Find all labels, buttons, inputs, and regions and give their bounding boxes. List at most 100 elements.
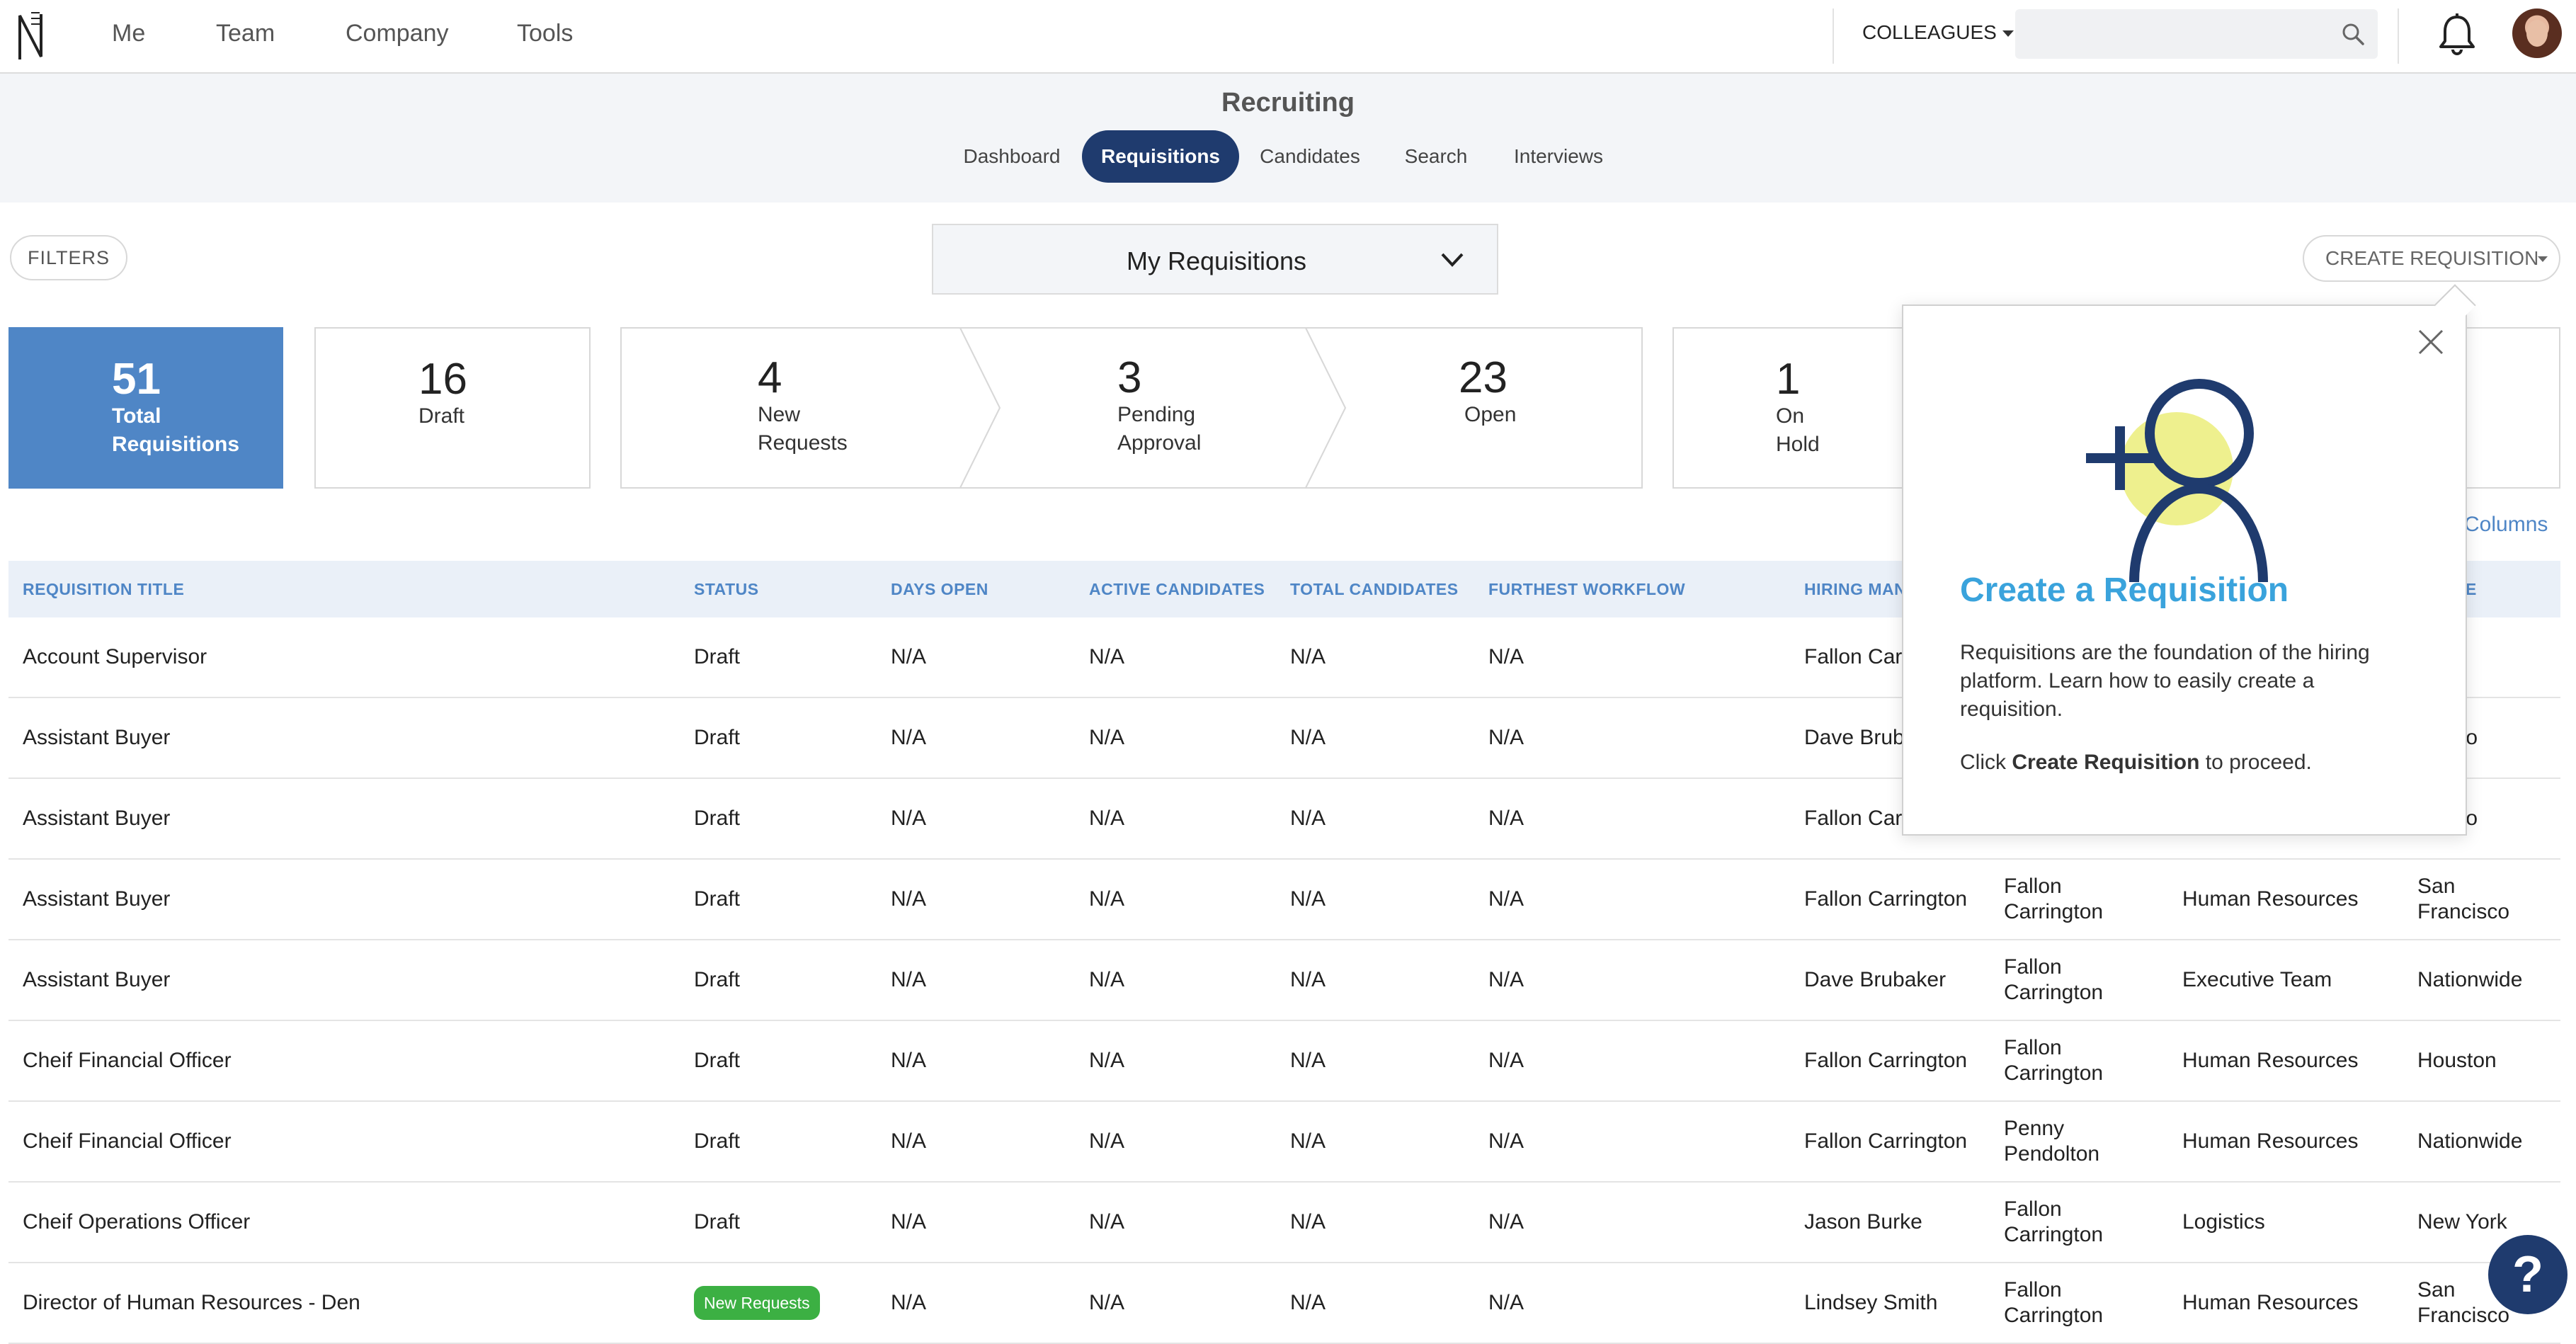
add-user-icon bbox=[2086, 379, 2268, 582]
summary-card-new-requests[interactable]: 4 New Requests bbox=[620, 327, 960, 489]
cell-title[interactable]: Director of Human Resources - Den bbox=[23, 1291, 360, 1314]
cell-location: Nationwide bbox=[2417, 940, 2522, 1020]
status-badge: New Requests bbox=[694, 1286, 820, 1320]
search-input[interactable] bbox=[2015, 9, 2378, 59]
cell-lines: Fallon Carrington bbox=[2004, 1035, 2103, 1086]
total-count: 51 bbox=[112, 355, 161, 404]
cell-hm: Fallon Car bbox=[1804, 807, 1903, 830]
cell-days: N/A bbox=[891, 1210, 927, 1234]
avatar[interactable] bbox=[2512, 8, 2562, 58]
col-active-candidates[interactable]: ACTIVE CANDIDATES bbox=[1089, 580, 1265, 598]
cell-workflow: N/A bbox=[1488, 968, 1524, 991]
nav-tools[interactable]: Tools bbox=[517, 20, 574, 47]
cell-status: Draft bbox=[694, 726, 741, 749]
total-label: Total Requisitions bbox=[112, 402, 239, 459]
cell-title[interactable]: Account Supervisor bbox=[23, 645, 207, 668]
cell-days: N/A bbox=[891, 807, 927, 830]
cell-title[interactable]: Cheif Financial Officer bbox=[23, 1049, 232, 1072]
cell-recruiter: Fallon Carrington bbox=[2004, 1263, 2103, 1343]
col-furthest-workflow[interactable]: FURTHEST WORKFLOW bbox=[1488, 580, 1686, 598]
logo-icon[interactable] bbox=[16, 10, 48, 61]
cell-hm: Fallon Carrington bbox=[1804, 887, 1968, 911]
search-icon[interactable] bbox=[2341, 22, 2365, 46]
col-requisition-title[interactable]: REQUISITION TITLE bbox=[23, 580, 185, 598]
table-row[interactable]: Assistant Buyer Draft N/A N/A N/A N/A Dave Bru… bbox=[8, 940, 2560, 1021]
cell-dept: Executive Team bbox=[2182, 968, 2332, 991]
nav-team[interactable]: Team bbox=[216, 20, 275, 47]
summary-card-total[interactable]: 51 Total Requisitions bbox=[8, 327, 283, 489]
colleagues-dropdown[interactable]: COLLEAGUES bbox=[1862, 21, 2014, 44]
cell-line: Fallon bbox=[2004, 1278, 2062, 1302]
cell-line: Penny bbox=[2004, 1117, 2065, 1140]
cell-line: Nationwide bbox=[2417, 1129, 2523, 1153]
cell-status: Draft bbox=[694, 968, 741, 991]
table-row[interactable]: Cheif Financial Officer Draft N/A N/A N/A N/A… bbox=[8, 1021, 2560, 1102]
table-row[interactable]: Assistant Buyer Draft N/A N/A N/A N/A Fallon C… bbox=[8, 779, 2560, 860]
summary-card-pending-approval[interactable]: 3 Pending Approval bbox=[1000, 327, 1311, 489]
columns-link[interactable]: Columns bbox=[2464, 513, 2548, 536]
cell-status: Draft bbox=[694, 807, 741, 830]
popover-arrow bbox=[2434, 284, 2476, 326]
table-row[interactable]: Director of Human Resources - Den New Req… bbox=[8, 1263, 2560, 1344]
cell-days: N/A bbox=[891, 726, 927, 749]
tab-bar: Dashboard Requisitions Candidates Search… bbox=[0, 130, 2576, 183]
cell-hm: Dave Brub bbox=[1804, 726, 1905, 749]
total-label-line1: Total bbox=[112, 404, 161, 428]
cell-location: Nationwide bbox=[2417, 1102, 2522, 1181]
tab-search[interactable]: Search bbox=[1404, 145, 1468, 167]
draft-count: 16 bbox=[418, 355, 467, 404]
page-title: Recruiting bbox=[1221, 88, 1355, 118]
draft-label: Draft bbox=[418, 404, 465, 428]
create-requisition-button[interactable]: CREATE REQUISITION bbox=[2303, 235, 2560, 282]
new-requests-line1: New bbox=[758, 403, 801, 426]
cell-workflow: N/A bbox=[1488, 645, 1524, 668]
cell-title[interactable]: Assistant Buyer bbox=[23, 807, 171, 830]
cell-title[interactable]: Cheif Operations Officer bbox=[23, 1210, 251, 1234]
create-requisition-popover: Create a Requisition Requisitions are th… bbox=[1902, 284, 2476, 836]
cell-total: N/A bbox=[1290, 807, 1326, 830]
popover-title: Create a Requisition bbox=[1960, 571, 2289, 609]
summary-card-draft[interactable]: 16 Draft bbox=[314, 327, 591, 489]
tab-requisitions[interactable]: Requisitions bbox=[1082, 130, 1239, 183]
col-hiring-manager[interactable]: HIRING MAN bbox=[1804, 580, 1907, 598]
pending-line1: Pending bbox=[1117, 403, 1196, 426]
on-hold-line2: Hold bbox=[1776, 433, 1820, 456]
cell-title[interactable]: Assistant Buyer bbox=[23, 887, 171, 911]
cell-days: N/A bbox=[891, 1291, 927, 1314]
subheader: Recruiting Dashboard Requisitions Candid… bbox=[0, 74, 2576, 203]
cell-status: Draft bbox=[694, 1210, 741, 1234]
cell-active: N/A bbox=[1089, 968, 1125, 991]
cell-hm: Fallon Carrington bbox=[1804, 1129, 1968, 1153]
tab-dashboard[interactable]: Dashboard bbox=[963, 145, 1061, 167]
cell-title[interactable]: Assistant Buyer bbox=[23, 968, 171, 991]
tab-interviews[interactable]: Interviews bbox=[1513, 145, 1604, 167]
bell-icon[interactable] bbox=[2436, 13, 2478, 58]
filters-button[interactable]: FILTERS bbox=[10, 235, 127, 280]
cell-active: N/A bbox=[1089, 1291, 1125, 1314]
col-total-candidates[interactable]: TOTAL CANDIDATES bbox=[1290, 580, 1459, 598]
requisition-view-select[interactable]: My Requisitions bbox=[932, 224, 1498, 295]
col-status[interactable]: STATUS bbox=[694, 580, 759, 598]
chevron-down-icon bbox=[1441, 253, 1464, 267]
help-icon[interactable]: ? bbox=[2488, 1235, 2568, 1314]
tab-candidates[interactable]: Candidates bbox=[1260, 145, 1360, 167]
table-row[interactable]: Cheif Financial Officer Draft N/A N/A N/A N/A… bbox=[8, 1102, 2560, 1183]
cell-location: San Francisco bbox=[2417, 1263, 2509, 1343]
caret-down-icon[interactable] bbox=[2538, 256, 2548, 262]
cell-lines: Nationwide bbox=[2417, 1129, 2522, 1154]
nav-me[interactable]: Me bbox=[112, 20, 146, 47]
popover-body: Requisitions are the foundation of the h… bbox=[1960, 641, 2370, 721]
nav-company[interactable]: Company bbox=[346, 20, 449, 47]
table-row[interactable]: Assistant Buyer Draft N/A N/A N/A N/A Fallon C… bbox=[8, 860, 2560, 940]
cell-title[interactable]: Cheif Financial Officer bbox=[23, 1129, 232, 1153]
close-icon[interactable] bbox=[2417, 329, 2444, 355]
summary-card-open[interactable]: 23 Open bbox=[1345, 327, 1643, 489]
cell-active: N/A bbox=[1089, 1129, 1125, 1153]
cell-title[interactable]: Assistant Buyer bbox=[23, 726, 171, 749]
table-row[interactable]: Cheif Operations Officer Draft N/A N/A N/A N/… bbox=[8, 1183, 2560, 1263]
cell-active: N/A bbox=[1089, 807, 1125, 830]
cell-lines: San Francisco bbox=[2417, 1277, 2509, 1328]
col-location[interactable]: E bbox=[2466, 580, 2477, 598]
col-days-open[interactable]: DAYS OPEN bbox=[891, 580, 988, 598]
cell-total: N/A bbox=[1290, 645, 1326, 668]
